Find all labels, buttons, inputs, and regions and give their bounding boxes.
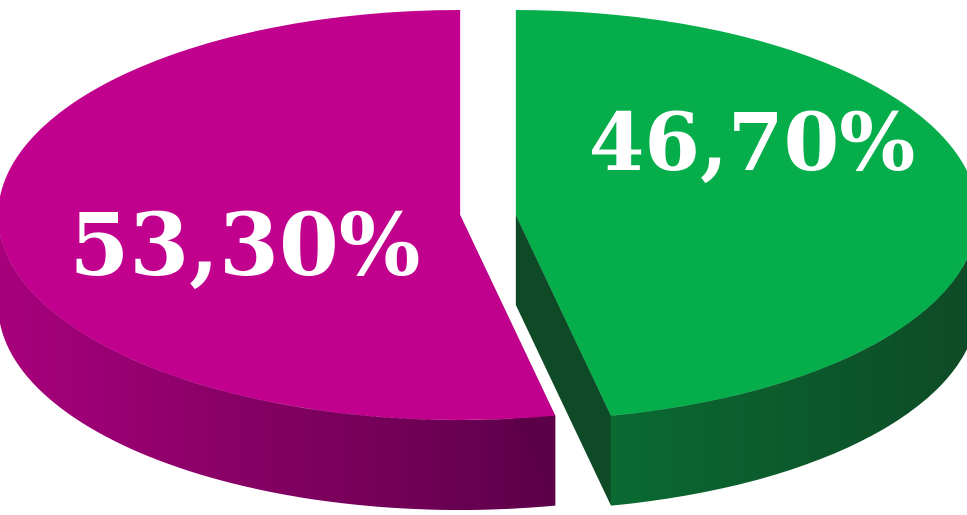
slice-side-magenta [0, 232, 556, 510]
slice-top-magenta [0, 10, 556, 420]
slice-label-magenta: 53,30% [69, 195, 420, 296]
pie-slices [0, 10, 967, 510]
slice-top-green [515, 10, 967, 416]
slice-side-green [610, 259, 967, 506]
slice-label-green: 46,70% [589, 95, 916, 189]
slice-edge-green-1 [515, 215, 611, 506]
